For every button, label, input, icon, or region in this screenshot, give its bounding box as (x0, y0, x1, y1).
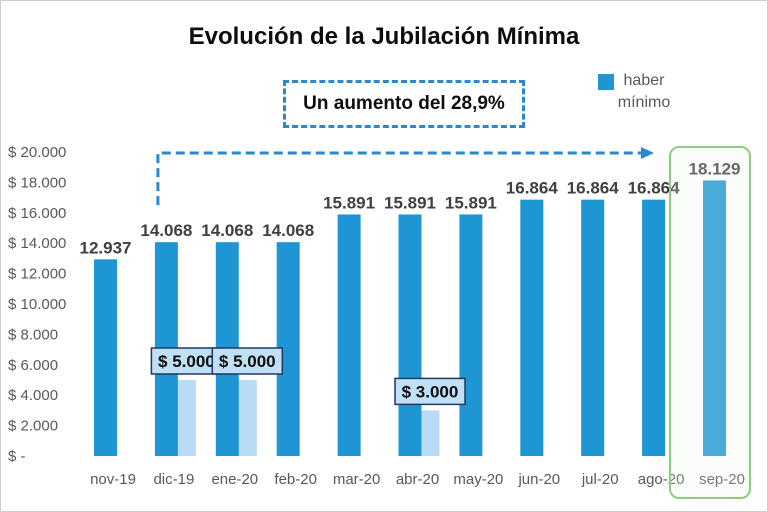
y-tick-label: $ 12.000 (8, 266, 66, 283)
bar-abr-20 (398, 214, 422, 456)
bonus-label-text: $ 3.000 (402, 382, 459, 401)
bonus-label-box (211, 347, 284, 375)
value-label-abr-20: 15.891 (384, 193, 436, 212)
y-tick-label: $ 6.000 (8, 357, 58, 374)
x-tick-label-may-20: may-20 (453, 471, 503, 488)
y-tick-label: $ 4.000 (8, 387, 58, 404)
value-label-dic-19: 14.068 (140, 221, 192, 240)
y-tick-label: $ 14.000 (8, 235, 66, 252)
x-tick-label-dic-19: dic-19 (153, 471, 194, 488)
highlight-box (669, 146, 751, 499)
value-label-ene-20: 14.068 (201, 221, 253, 240)
value-label-nov-19: 12.937 (80, 238, 132, 257)
bar-feb-20 (276, 242, 300, 456)
chart-title: Evolución de la Jubilación Mínima (188, 23, 580, 50)
value-label-jul-20: 16.864 (567, 179, 620, 198)
value-label-feb-20: 14.068 (262, 221, 314, 240)
x-tick-label-sep-20: sep-20 (699, 471, 745, 488)
x-tick-label-jun-20: jun-20 (517, 471, 560, 488)
y-tick-label: $ 8.000 (8, 326, 58, 343)
x-tick-label-mar-20: mar-20 (333, 471, 381, 488)
increase-callout-box: Un aumento del 28,9% (283, 80, 525, 128)
bar-may-20 (459, 214, 483, 456)
y-tick-label: $ - (8, 448, 26, 465)
legend-swatch (598, 74, 614, 90)
bar-nov-19 (94, 259, 117, 456)
y-tick-label: $ 20.000 (8, 144, 66, 161)
bar-jul-20 (581, 199, 605, 456)
value-label-jun-20: 16.864 (506, 179, 559, 198)
bonus-label-dic-19: $ 5.000 (150, 347, 223, 375)
x-tick-label-ene-20: ene-20 (211, 471, 258, 488)
bar-sep-20 (703, 180, 726, 456)
bonus-label-text: $ 5.000 (219, 352, 276, 371)
bonus-bar-ene-20 (237, 380, 257, 456)
value-label-mar-20: 15.891 (323, 193, 375, 212)
x-tick-label-nov-19: nov-19 (90, 471, 136, 488)
increase-arrow (156, 151, 642, 206)
y-tick-label: $ 10.000 (8, 296, 66, 313)
y-tick-label: $ 2.000 (8, 418, 58, 435)
x-tick-label-ago-20: ago-20 (638, 471, 685, 488)
bar-jun-20 (520, 199, 544, 456)
value-label-ago-20: 16.864 (628, 179, 681, 198)
y-tick-label: $ 16.000 (8, 205, 66, 222)
bonus-label-box (150, 347, 223, 375)
x-tick-label-abr-20: abr-20 (396, 471, 439, 488)
legend-label: haber mínimo (617, 72, 671, 111)
bar-ago-20 (642, 199, 666, 456)
x-tick-label-jul-20: jul-20 (581, 471, 619, 488)
x-tick-label-feb-20: feb-20 (274, 471, 317, 488)
bonus-label-box (394, 377, 466, 406)
bonus-bar-abr-20 (420, 410, 440, 456)
bonus-label-ene-20: $ 5.000 (211, 347, 284, 375)
value-label-sep-20: 18.129 (689, 159, 741, 178)
bonus-label-abr-20: $ 3.000 (394, 377, 466, 406)
bonus-label-text: $ 5.000 (158, 352, 215, 371)
arrow-head (641, 147, 654, 159)
bonus-bar-dic-19 (176, 380, 196, 456)
bar-mar-20 (337, 214, 361, 456)
value-label-may-20: 15.891 (445, 193, 497, 212)
y-tick-label: $ 18.000 (8, 174, 66, 191)
